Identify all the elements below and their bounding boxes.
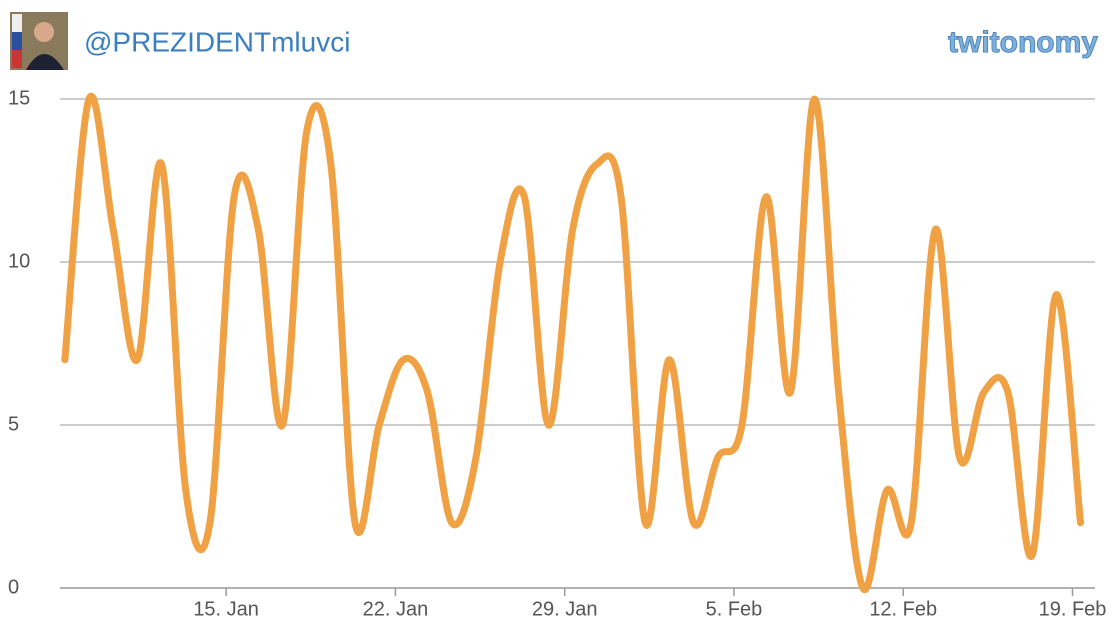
y-tick-label: 0 [8,576,19,598]
x-tick-label: 15. Jan [193,598,259,620]
series-line [65,96,1081,590]
y-tick-label: 5 [8,413,19,435]
avatar [10,12,68,70]
x-tick-label: 22. Jan [363,598,429,620]
y-tick-label: 10 [8,250,30,272]
logo[interactable]: twitonomy [948,26,1098,59]
handle: @PREZIDENTmluvci [84,26,350,57]
plot: 0 5 10 15 15. Jan 22. Jan 29. Jan 5. Feb 12. Feb… [8,87,1106,620]
page: @PREZIDENTmluvci twitonomy 0 5 10 15 15. Jan… [0,0,1118,622]
x-tick-label: 19. Feb [1039,598,1107,620]
x-tick-label: 5. Feb [706,598,763,620]
x-tick-label: 12. Feb [869,598,937,620]
y-tick-label: 15 [8,87,30,109]
x-tick-label: 29. Jan [532,598,598,620]
